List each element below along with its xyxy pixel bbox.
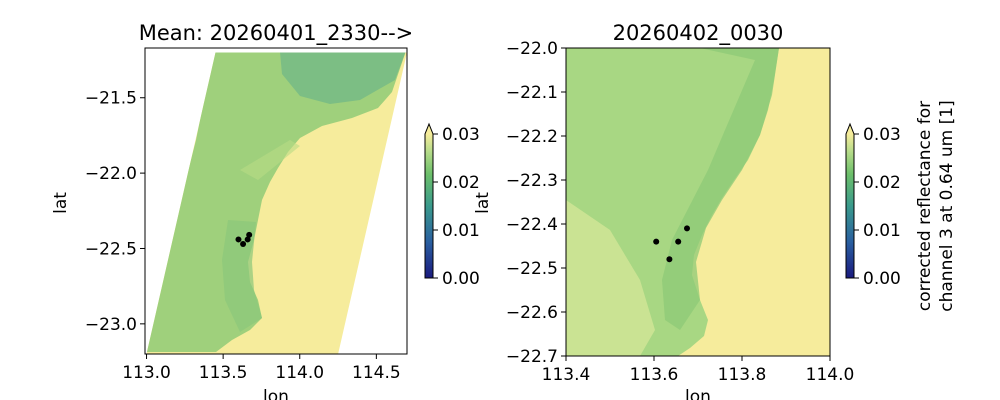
chart-1-colorbar-tick-label: 0.03 bbox=[442, 125, 480, 145]
chart-1-marker-point bbox=[244, 236, 251, 243]
chart-1-ytick-label: −22.5 bbox=[85, 239, 137, 259]
chart-1-colorbar-tick-label: 0.01 bbox=[442, 221, 480, 241]
chart-1-colorbar-tick-label: 0.00 bbox=[442, 269, 480, 289]
chart-2-title: 20260402_0030 bbox=[613, 21, 784, 46]
chart-1-colorbar: 0.00 0.01 0.02 0.03 bbox=[424, 122, 480, 289]
chart-1-xtick-label: 113.5 bbox=[199, 363, 248, 383]
chart-2-xtick-label: 113.6 bbox=[630, 365, 679, 385]
chart-1-ytick-label: −21.5 bbox=[85, 89, 137, 109]
chart-2-colorbar-tick-label: 0.01 bbox=[863, 221, 901, 241]
chart-1-water-shade-nearshore bbox=[222, 220, 262, 332]
chart-2-marker-point bbox=[666, 256, 673, 263]
chart-2-marker-point bbox=[653, 238, 660, 245]
chart-1-title: Mean: 20260401_2330--> bbox=[139, 21, 414, 46]
chart-2-colorbar: 0.00 0.01 0.02 0.03 corrected reflectance f… bbox=[845, 100, 957, 312]
chart-2-ytick-label: −22.7 bbox=[506, 347, 558, 367]
chart-2-ytick-label: −22.6 bbox=[506, 303, 558, 323]
chart-1-marker-point bbox=[246, 231, 253, 238]
chart-2-xtick-label: 113.8 bbox=[718, 365, 767, 385]
chart-1-colorbar-ticks: 0.00 0.01 0.02 0.03 bbox=[433, 125, 480, 289]
chart-2-frame bbox=[565, 47, 831, 357]
chart-2-x-axis: 113.4 113.6 113.8 114.0 bbox=[542, 356, 855, 385]
chart-2-ytick-label: −22.5 bbox=[506, 259, 558, 279]
chart-2-colorbar-extend-arrow bbox=[846, 124, 854, 134]
chart-1-frame bbox=[144, 47, 408, 355]
chart-2-markers bbox=[653, 225, 690, 263]
chart-2-water-shade-southwest bbox=[566, 200, 655, 356]
chart-2-marker-point bbox=[684, 225, 690, 232]
chart-1-colorbar-gradient bbox=[425, 134, 433, 278]
chart-1-water-shade-offshore bbox=[280, 52, 407, 104]
chart-1-x-axis: 113.0 113.5 114.0 114.5 bbox=[122, 354, 401, 383]
chart-1-colorbar-extend-arrow bbox=[425, 124, 433, 134]
chart-1-xtick-label: 113.0 bbox=[122, 363, 171, 383]
chart-2: 20260402_0030 113.4 113.6 113.8 114.0 −22.0… bbox=[473, 21, 957, 400]
chart-1-ytick-label: −23.0 bbox=[85, 315, 137, 335]
chart-1-water-region bbox=[146, 52, 407, 352]
chart-2-plot-area bbox=[566, 48, 830, 356]
chart-2-ytick-label: −22.3 bbox=[506, 171, 558, 191]
chart-2-colorbar-ticks: 0.00 0.01 0.02 0.03 bbox=[854, 125, 901, 289]
chart-2-colorbar-tick-label: 0.03 bbox=[863, 125, 901, 145]
chart-1-markers bbox=[235, 231, 253, 247]
chart-1-marker-point bbox=[235, 236, 242, 243]
chart-2-ytick-label: −22.4 bbox=[506, 215, 558, 235]
chart-1-xtick-label: 114.0 bbox=[275, 363, 324, 383]
chart-1-colorbar-outline bbox=[424, 122, 434, 279]
chart-1-ylabel: lat bbox=[51, 192, 71, 214]
chart-1-colorbar-tick-label: 0.02 bbox=[442, 173, 480, 193]
chart-2-xtick-label: 114.0 bbox=[806, 365, 855, 385]
chart-1-plot-area bbox=[146, 52, 407, 354]
chart-2-xtick-label: 113.4 bbox=[542, 365, 591, 385]
chart-1: Mean: 20260401_2330--> 113.0 113.5 114.0 11… bbox=[51, 21, 480, 400]
chart-2-colorbar-outline bbox=[845, 122, 855, 279]
chart-2-colorbar-label-line-1: corrected reflectance for bbox=[915, 101, 935, 311]
chart-2-ytick-label: −22.1 bbox=[506, 83, 558, 103]
chart-1-y-axis: −21.5 −22.0 −22.5 −23.0 bbox=[85, 89, 145, 335]
chart-2-colorbar-tick-label: 0.00 bbox=[863, 269, 901, 289]
chart-2-ytick-label: −22.2 bbox=[506, 127, 558, 147]
chart-2-y-axis: −22.0 −22.1 −22.2 −22.3 −22.4 −22.5 −22.6 −22.7 bbox=[506, 39, 566, 367]
chart-2-water-shade-coastal bbox=[662, 48, 779, 330]
chart-2-colorbar-gradient bbox=[846, 134, 854, 278]
chart-2-xlabel: lon bbox=[685, 387, 711, 400]
chart-1-xtick-label: 114.5 bbox=[352, 363, 401, 383]
chart-1-marker-point bbox=[240, 240, 247, 247]
chart-2-marker-point bbox=[675, 238, 682, 245]
chart-1-water-shade-plume bbox=[240, 140, 300, 180]
chart-2-colorbar-label-line-2: channel 3 at 0.64 um [1] bbox=[937, 100, 957, 311]
chart-1-xlabel: lon bbox=[263, 387, 289, 400]
chart-1-ytick-label: −22.0 bbox=[85, 164, 137, 184]
chart-2-ylabel: lat bbox=[473, 192, 493, 214]
chart-2-ytick-label: −22.0 bbox=[506, 39, 558, 59]
chart-2-colorbar-tick-label: 0.02 bbox=[863, 173, 901, 193]
